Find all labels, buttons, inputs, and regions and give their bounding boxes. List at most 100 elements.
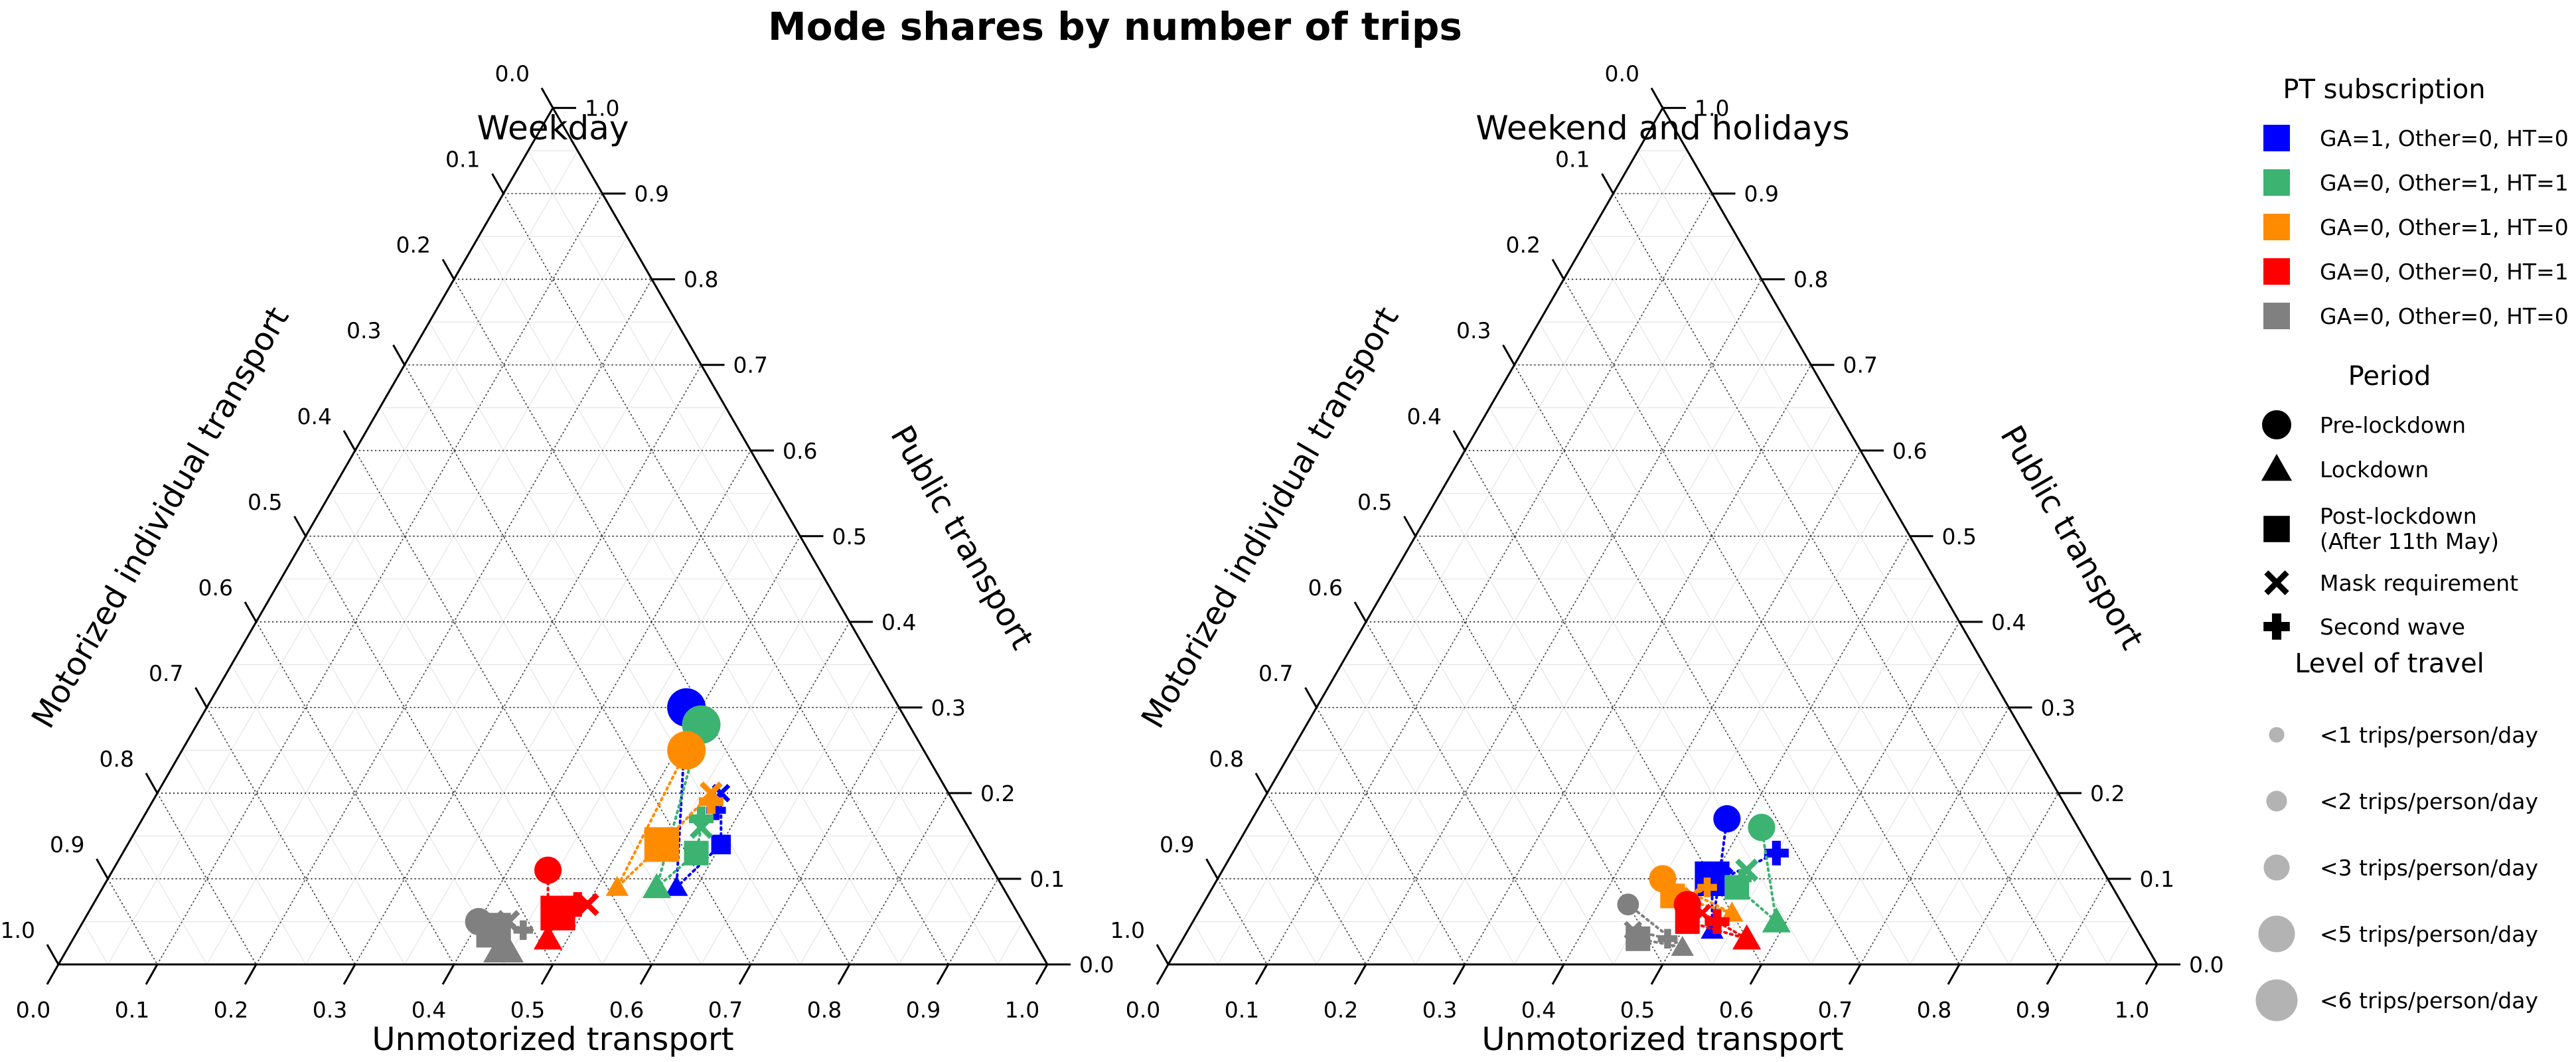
fine-gridline [1489, 407, 1812, 965]
tick-label-bottom: 1.0 [1005, 997, 1039, 1023]
tick-label-bottom: 0.5 [1620, 997, 1655, 1023]
tick-label-bottom: 0.1 [1225, 997, 1259, 1023]
legend-level-bubble [2263, 854, 2290, 881]
tick-mark [293, 516, 307, 537]
data-point [1617, 893, 1639, 916]
fine-gridline [1909, 750, 2034, 965]
series-5 [1617, 893, 1695, 956]
fine-gridline [1316, 236, 1738, 965]
tick-label-bottom: 0.7 [708, 997, 743, 1023]
tick-label-left: 0.5 [1357, 489, 1392, 515]
gridline [1365, 279, 1762, 965]
legend-period-item: Pre-lockdown [2320, 412, 2466, 438]
series-4 [533, 856, 599, 950]
gridline [1316, 707, 1466, 965]
tick-label-bottom: 0.2 [1324, 997, 1358, 1023]
fine-gridline [379, 407, 702, 965]
tick-label-left: 0.2 [396, 232, 431, 258]
fine-gridline [330, 493, 603, 965]
tick-mark [1650, 87, 1664, 109]
series-4 [1673, 891, 1762, 950]
data-point [711, 834, 731, 855]
fine-gridline [256, 621, 455, 965]
tick-label-left: 0.1 [445, 147, 480, 173]
tick-mark [342, 964, 356, 985]
tick-label-bottom: 0.0 [1126, 997, 1160, 1023]
tick-label-bottom: 0.9 [906, 997, 941, 1023]
tick-label-left: 1.0 [1110, 917, 1145, 943]
tick-mark [1304, 687, 1318, 708]
tick-label-left: 0.8 [100, 746, 134, 772]
fine-gridline [1390, 579, 1614, 965]
fine-gridline [1414, 321, 1787, 965]
tick-label-right: 0.4 [1991, 609, 2026, 635]
data-point [605, 875, 629, 896]
gridline [157, 793, 257, 965]
tick-mark [1403, 516, 1416, 537]
tick-mark [2046, 964, 2060, 985]
fine-gridline [1365, 621, 1564, 965]
tick-mark [540, 87, 554, 109]
fine-gridline [1341, 664, 1515, 965]
legend-level-title: Level of travel [2295, 648, 2484, 679]
fine-gridline [206, 236, 628, 965]
series-5 [465, 907, 534, 963]
legend-level-bubble [2255, 979, 2298, 1022]
legend-swatch [2263, 125, 2290, 151]
data-point [1626, 926, 1651, 951]
legend-period-line: (After 11th May) [2320, 528, 2499, 554]
fine-grid [1192, 150, 2133, 965]
fine-gridline [1217, 150, 1688, 965]
axis-label-bottom: Unmotorized transport [372, 1021, 733, 1058]
tick-mark [145, 773, 159, 794]
tick-label-left: 0.6 [1308, 575, 1343, 601]
data-point [698, 789, 723, 814]
tick-mark [2145, 964, 2159, 985]
gridline [354, 450, 652, 965]
tick-label-bottom: 0.0 [16, 997, 50, 1023]
fine-gridline [1612, 493, 1886, 965]
data-point [1657, 929, 1678, 949]
tick-label-bottom: 0.2 [214, 997, 248, 1023]
tick-label-bottom: 0.4 [412, 997, 446, 1023]
fine-gridline [404, 407, 727, 965]
legend-marker-triangle [2261, 453, 2293, 481]
tick-mark [1551, 964, 1565, 985]
gridline [849, 793, 949, 965]
tick-mark [1205, 858, 1219, 879]
tick-label-left: 0.3 [1456, 318, 1491, 344]
gridline [1266, 793, 1367, 965]
tick-mark [639, 964, 653, 985]
tick-mark [738, 964, 752, 985]
tick-mark [342, 430, 356, 451]
data-point [1748, 813, 1776, 842]
tick-mark [1254, 773, 1268, 794]
major-grid [107, 192, 999, 965]
tick-label-right: 0.8 [1793, 267, 1828, 293]
fine-gridline [429, 321, 801, 965]
fine-gridline [280, 579, 504, 965]
fine-gridline [1513, 407, 1837, 965]
tick-mark [1156, 944, 1170, 965]
fine-gridline [1637, 150, 2109, 965]
legend-level-item: <6 trips/person/day [2320, 988, 2538, 1014]
tick-mark [1254, 964, 1268, 985]
fine-gridline [231, 664, 406, 965]
tick-label-left: 0.2 [1506, 232, 1541, 258]
gridline [948, 878, 999, 965]
series-2 [1724, 813, 1791, 933]
gridline [206, 707, 356, 965]
gridline [256, 279, 652, 965]
legend-level-item: <3 trips/person/day [2320, 855, 2538, 881]
tick-mark [46, 964, 60, 985]
tick-label-bottom: 0.8 [1917, 997, 1951, 1023]
data-point [1671, 935, 1695, 956]
legend-level-bubble [2258, 915, 2295, 952]
tick-mark [392, 344, 406, 366]
tick-mark [441, 258, 455, 280]
gridline [1612, 193, 2059, 965]
legend-period-title: Period [2348, 361, 2431, 392]
fine-gridline [82, 921, 109, 965]
tick-mark [1353, 601, 1367, 623]
tick-label-right: 0.9 [1744, 181, 1779, 207]
